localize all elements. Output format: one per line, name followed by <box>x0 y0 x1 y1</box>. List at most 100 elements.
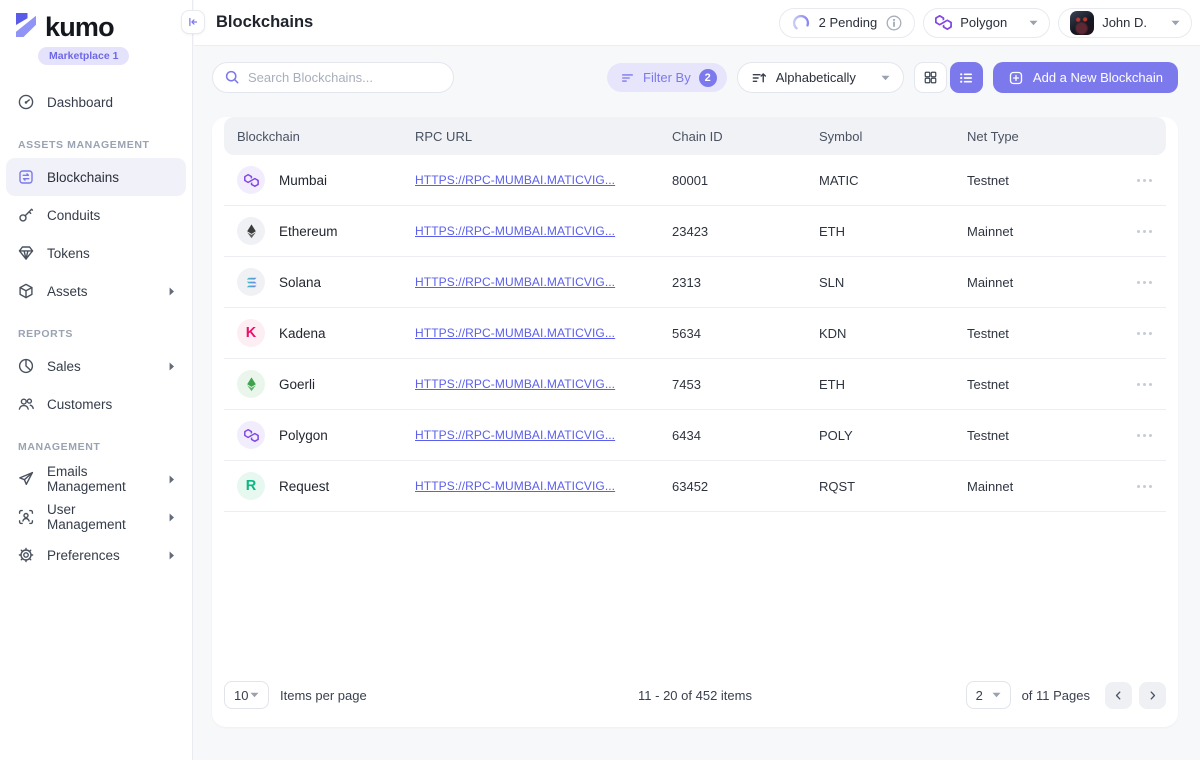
net-type: Mainnet <box>967 223 1014 239</box>
sidebar-item-label: Blockchains <box>47 169 120 185</box>
net-type: Testnet <box>967 325 1009 341</box>
polygon-network-icon <box>935 15 953 30</box>
net-type: Testnet <box>967 172 1009 188</box>
sidebar-item-label: Preferences <box>47 547 120 563</box>
symbol: ETH <box>819 376 845 392</box>
sidebar-item-assets[interactable]: Assets <box>6 272 186 310</box>
search-icon <box>224 69 240 90</box>
kumo-logo-icon <box>14 12 38 43</box>
solana-coin-icon <box>237 268 265 296</box>
next-page-button[interactable] <box>1139 681 1166 709</box>
chevron-right-icon <box>1150 690 1156 700</box>
search-input[interactable] <box>212 62 454 93</box>
user-scan-icon <box>17 508 35 526</box>
blockchain-name: Polygon <box>279 427 328 443</box>
rpc-url-link[interactable]: HTTPS://RPC-MUMBAI.MATICVIG... <box>415 326 616 340</box>
rpc-url-link[interactable]: HTTPS://RPC-MUMBAI.MATICVIG... <box>415 479 616 493</box>
blockchains-table-card: Blockchain RPC URL Chain ID Symbol Net T… <box>212 117 1178 727</box>
chain-id: 63452 <box>672 478 709 494</box>
page-title: Blockchains <box>216 13 314 31</box>
table-row: Solana HTTPS://RPC-MUMBAI.MATICVIG... 23… <box>224 257 1166 308</box>
sidebar-item-emails-management[interactable]: Emails Management <box>6 460 186 498</box>
goerli-coin-icon <box>237 370 265 398</box>
page-select[interactable]: 2 <box>965 681 1011 709</box>
row-menu-button[interactable] <box>1117 229 1166 233</box>
row-menu-button[interactable] <box>1117 280 1166 284</box>
chevron-left-icon <box>1115 690 1121 700</box>
table-row: K Kadena HTTPS://RPC-MUMBAI.MATICVIG... … <box>224 308 1166 359</box>
section-label-management: MANAGEMENT <box>18 441 101 453</box>
sidebar-collapse-button[interactable] <box>181 10 205 34</box>
symbol: POLY <box>819 427 853 443</box>
sidebar-item-conduits[interactable]: Conduits <box>6 196 186 234</box>
sidebar-item-sales[interactable]: Sales <box>6 347 186 385</box>
users-icon <box>17 395 35 413</box>
net-type: Mainnet <box>967 274 1014 290</box>
brand-logo[interactable]: kumo <box>0 0 192 43</box>
sidebar-item-blockchains[interactable]: Blockchains <box>6 158 186 196</box>
sidebar-item-label: Dashboard <box>47 94 114 110</box>
column-header-rpc-url: RPC URL <box>415 128 473 144</box>
column-header-chain-id: Chain ID <box>672 128 723 144</box>
filter-lines-icon <box>622 73 633 82</box>
kadena-coin-icon: K <box>237 319 265 347</box>
column-header-blockchain: Blockchain <box>237 128 300 144</box>
sidebar-nav: Dashboard ASSETS MANAGEMENT Blockchains … <box>0 83 192 574</box>
sidebar: kumo Marketplace 1 Dashboard ASSETS MANA… <box>0 0 193 760</box>
list-view-button[interactable] <box>949 62 983 93</box>
pagination-bar: 10 Items per page 11 - 20 of 452 items 2… <box>212 673 1178 717</box>
row-menu-button[interactable] <box>1117 484 1166 488</box>
rpc-url-link[interactable]: HTTPS://RPC-MUMBAI.MATICVIG... <box>415 224 616 238</box>
net-type: Mainnet <box>967 478 1014 494</box>
rpc-url-link[interactable]: HTTPS://RPC-MUMBAI.MATICVIG... <box>415 173 616 187</box>
sort-dropdown[interactable]: Alphabetically <box>736 62 904 93</box>
sidebar-item-label: Emails Management <box>47 464 126 494</box>
row-menu-button[interactable] <box>1117 178 1166 182</box>
network-selector[interactable]: Polygon <box>923 7 1051 38</box>
filter-by-button[interactable]: Filter By 2 <box>607 63 727 92</box>
sidebar-item-user-management[interactable]: User Management <box>6 498 186 536</box>
sidebar-item-label: Conduits <box>47 207 101 223</box>
grid-view-button[interactable] <box>913 62 947 93</box>
row-menu-button[interactable] <box>1117 331 1166 335</box>
row-menu-button[interactable] <box>1117 433 1166 437</box>
chain-id: 23423 <box>672 223 709 239</box>
row-menu-button[interactable] <box>1117 382 1166 386</box>
pending-status-pill[interactable]: 2 Pending <box>778 7 916 38</box>
topbar: Blockchains 2 Pending Polygon John D. <box>181 0 1200 46</box>
sidebar-item-dashboard[interactable]: Dashboard <box>6 83 186 121</box>
sidebar-item-preferences[interactable]: Preferences <box>6 536 186 574</box>
sidebar-item-label: Assets <box>47 283 88 299</box>
info-icon[interactable] <box>885 14 903 32</box>
chain-id: 80001 <box>672 172 709 188</box>
send-icon <box>17 470 35 488</box>
sidebar-item-tokens[interactable]: Tokens <box>6 234 186 272</box>
add-blockchain-button[interactable]: Add a New Blockchain <box>992 62 1178 93</box>
pie-chart-icon <box>17 357 35 375</box>
chain-id: 7453 <box>672 376 701 392</box>
column-header-net-type: Net Type <box>967 128 1019 144</box>
items-per-page-select[interactable]: 10 <box>224 681 269 709</box>
workspace-badge[interactable]: Marketplace 1 <box>38 47 130 65</box>
chevron-right-icon <box>169 472 175 487</box>
previous-page-button[interactable] <box>1105 681 1132 709</box>
collapse-sidebar-icon <box>189 17 198 27</box>
dashboard-icon <box>17 93 35 111</box>
rpc-url-link[interactable]: HTTPS://RPC-MUMBAI.MATICVIG... <box>415 377 616 391</box>
sidebar-item-label: Sales <box>47 358 81 374</box>
symbol: RQST <box>819 478 856 494</box>
user-menu[interactable]: John D. <box>1058 7 1192 38</box>
search-box <box>212 62 454 93</box>
brand-name: kumo <box>45 12 115 42</box>
key-icon <box>17 206 35 224</box>
chevron-down-icon <box>1029 20 1038 25</box>
rpc-url-link[interactable]: HTTPS://RPC-MUMBAI.MATICVIG... <box>415 275 616 289</box>
symbol: MATIC <box>819 172 859 188</box>
table-row: Mumbai HTTPS://RPC-MUMBAI.MATICVIG... 80… <box>224 155 1166 206</box>
net-type: Testnet <box>967 376 1009 392</box>
plus-square-icon <box>1009 71 1023 84</box>
sidebar-item-customers[interactable]: Customers <box>6 385 186 423</box>
page-value: 2 <box>975 687 983 703</box>
blockchain-name: Solana <box>279 274 322 290</box>
rpc-url-link[interactable]: HTTPS://RPC-MUMBAI.MATICVIG... <box>415 428 616 442</box>
